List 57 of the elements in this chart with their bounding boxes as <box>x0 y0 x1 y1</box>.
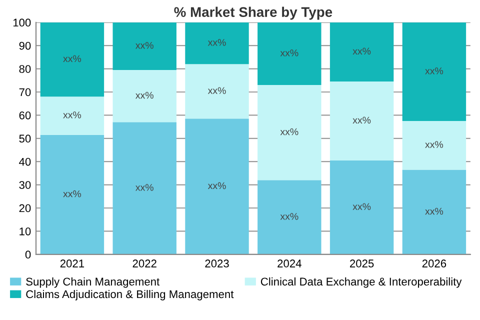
y-tick-label: 100 <box>13 18 31 27</box>
x-tick-label: 2022 <box>132 260 156 268</box>
bar <box>258 22 322 86</box>
bar <box>402 22 466 121</box>
y-tick-label: 60 <box>19 111 31 120</box>
data-label: xx% <box>352 116 371 124</box>
bar <box>330 160 394 254</box>
y-tick-label: 30 <box>19 181 31 189</box>
legend-label: Claims Adjudication & Billing Management <box>26 290 234 300</box>
legend-label: Clinical Data Exchange & Interoperability <box>260 277 462 288</box>
bar <box>402 170 466 254</box>
y-tick-label: 50 <box>19 134 31 143</box>
bar <box>258 180 322 254</box>
bar <box>112 22 176 70</box>
bar <box>40 22 104 97</box>
x-tick-label: 2024 <box>278 260 302 268</box>
bar <box>258 85 322 180</box>
data-label: xx% <box>280 128 298 136</box>
data-label: xx% <box>63 55 82 62</box>
bar <box>185 22 249 64</box>
bar <box>112 122 176 254</box>
bar <box>40 96 104 135</box>
y-tick-label: 90 <box>19 42 31 50</box>
data-label: xx% <box>63 190 82 198</box>
y-tick-label: 0 <box>25 250 31 259</box>
y-tick-label: 70 <box>19 88 31 96</box>
x-tick-label: 2025 <box>350 260 374 268</box>
data-label: xx% <box>352 203 371 210</box>
data-label: xx% <box>425 208 444 215</box>
chart-title: % Market Share by Type <box>174 6 332 20</box>
data-label: xx% <box>425 67 444 74</box>
bar <box>330 22 394 82</box>
bar <box>185 64 249 119</box>
x-tick-label: 2021 <box>60 260 84 268</box>
data-label: xx% <box>136 92 154 99</box>
x-tick-label: 2023 <box>205 260 229 268</box>
y-tick-label: 40 <box>19 158 31 166</box>
y-tick-label: 80 <box>19 65 31 73</box>
data-label: xx% <box>136 42 154 49</box>
data-label: xx% <box>208 39 226 46</box>
data-label: xx% <box>280 49 298 56</box>
data-label: xx% <box>63 112 82 118</box>
bar <box>402 121 466 170</box>
data-label: xx% <box>425 141 444 148</box>
data-label: xx% <box>136 184 154 191</box>
bar <box>330 82 394 160</box>
bar <box>185 118 249 254</box>
data-label: xx% <box>208 182 226 190</box>
data-label: xx% <box>208 87 226 94</box>
y-tick-label: 10 <box>20 227 31 236</box>
data-label: xx% <box>352 48 371 55</box>
x-tick-label: 2026 <box>422 260 446 268</box>
legend-label: Supply Chain Management <box>26 277 160 288</box>
bar <box>112 70 176 122</box>
y-tick-label: 20 <box>19 204 31 212</box>
bar <box>40 134 104 254</box>
data-label: xx% <box>280 213 298 220</box>
